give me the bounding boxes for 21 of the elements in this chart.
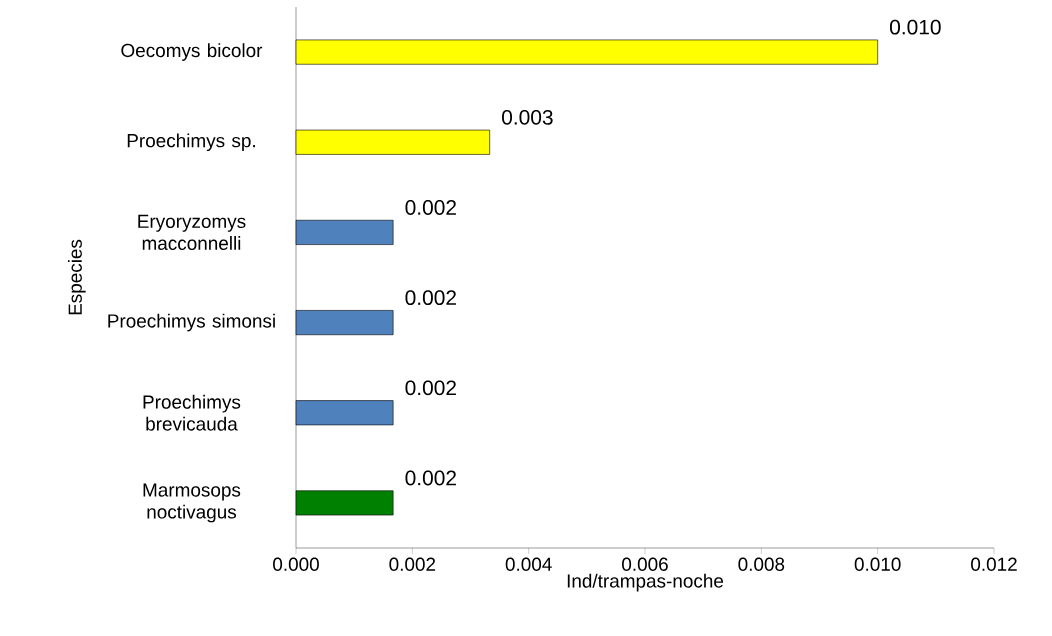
x-tick-label: 0.000 xyxy=(273,557,319,571)
data-label: 0.002 xyxy=(405,200,456,215)
data-label: 0.010 xyxy=(890,19,941,35)
data-label: 0.003 xyxy=(502,109,553,125)
data-label: 0.002 xyxy=(405,380,456,396)
x-axis-title: Ind/trampas-noche xyxy=(567,573,724,592)
y-tick-label: Marmosops noctivagus xyxy=(143,483,241,523)
x-tick-label: 0.004 xyxy=(505,557,552,571)
y-tick-label: Proechimys simonsi xyxy=(108,313,275,332)
x-tick-label: 0.012 xyxy=(971,557,1017,571)
y-tick-label: Proechimys sp. xyxy=(127,133,255,152)
x-tick-label: 0.008 xyxy=(738,557,785,571)
x-tick-label: 0.002 xyxy=(389,557,436,571)
y-tick-label: Proechimys brevicauda xyxy=(143,394,241,431)
data-label: 0.002 xyxy=(405,470,456,486)
y-axis-title: Especies xyxy=(67,239,86,315)
x-tick-label: 0.010 xyxy=(854,557,901,571)
y-tick-label: Eryoryzomys macconnelli xyxy=(138,214,246,250)
y-tick-label: Oecomys bicolor xyxy=(121,43,263,61)
x-tick-label: 0.006 xyxy=(622,557,668,571)
data-label: 0.002 xyxy=(405,290,456,306)
